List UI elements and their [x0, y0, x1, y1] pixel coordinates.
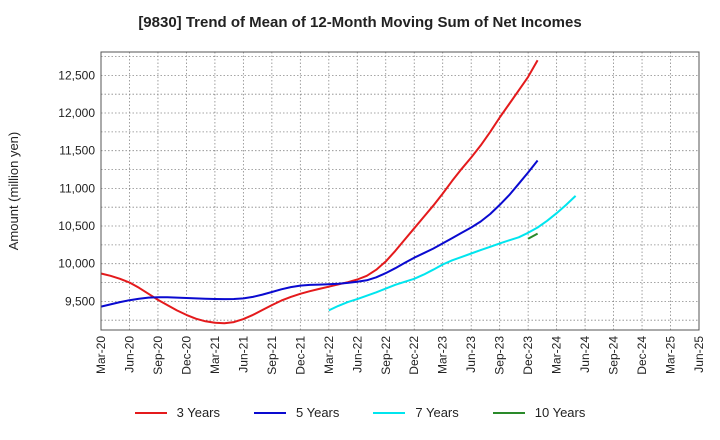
y-tick-label: 10,000: [58, 257, 95, 271]
x-tick-label: Mar-25: [664, 336, 678, 374]
x-tick-label: Dec-24: [635, 336, 649, 375]
x-tick-label: Mar-24: [550, 336, 564, 374]
legend-label: 7 Years: [415, 405, 459, 420]
y-axis-label: Amount (million yen): [6, 132, 21, 251]
legend-swatch: [373, 411, 406, 414]
series-line-3-years: [100, 59, 539, 325]
x-tick-label: Mar-20: [94, 336, 108, 374]
legend-item: 5 Years: [254, 405, 339, 420]
legend-swatch: [492, 411, 525, 414]
x-tick-label: Dec-22: [407, 336, 421, 375]
legend-label: 10 Years: [534, 405, 586, 420]
legend-label: 5 Years: [296, 405, 340, 420]
series-lines: [100, 59, 577, 325]
series-line-10-years: [527, 232, 539, 240]
x-tick-label: Sep-21: [265, 336, 279, 375]
x-tick-label: Mar-22: [322, 336, 336, 374]
x-tick-label: Jun-24: [578, 336, 592, 373]
x-tick-label: Sep-22: [379, 336, 393, 375]
series-line-7-years: [328, 195, 577, 312]
x-tick-label: Jun-22: [350, 336, 364, 373]
legend: 3 Years 5 Years 7 Years 10 Years: [0, 405, 720, 420]
y-tick-label: 12,500: [58, 68, 95, 82]
x-tick-label: Mar-23: [436, 336, 450, 374]
x-axis-ticks: Mar-20 Jun-20 Sep-20 Dec-20 Mar-21 Jun-21 Sep-…: [94, 336, 706, 375]
x-tick-label: Jun-21: [236, 336, 250, 373]
legend-item: 10 Years: [492, 405, 586, 420]
x-tick-label: Jun-25: [692, 336, 706, 373]
x-tick-label: Dec-20: [179, 336, 193, 375]
y-tick-label: 11,000: [59, 181, 95, 195]
y-axis-ticks: 9,500 10,000 10,500 11,000 11,500 12,000 12,50…: [58, 68, 95, 308]
legend-item: 3 Years: [134, 405, 220, 420]
legend-swatch: [134, 411, 167, 414]
y-tick-label: 11,500: [59, 144, 95, 158]
y-tick-label: 9,500: [65, 294, 95, 308]
y-tick-label: 12,000: [58, 106, 95, 120]
y-tick-label: 10,500: [58, 219, 95, 233]
x-tick-label: Sep-24: [607, 336, 621, 375]
x-tick-label: Jun-20: [122, 336, 136, 373]
plot-frame: [100, 51, 700, 331]
x-tick-label: Sep-20: [151, 336, 165, 375]
legend-item: 7 Years: [373, 405, 459, 420]
grid-lines: [100, 52, 700, 330]
x-tick-label: Dec-23: [521, 336, 535, 375]
legend-label: 3 Years: [176, 405, 220, 420]
x-tick-label: Sep-23: [493, 336, 507, 375]
chart-title: [9830] Trend of Mean of 12-Month Moving …: [138, 14, 582, 31]
x-tick-label: Dec-21: [293, 336, 307, 375]
x-tick-label: Jun-23: [464, 336, 478, 373]
series-line-5-years: [100, 159, 539, 308]
x-tick-label: Mar-21: [208, 336, 222, 374]
legend-swatch: [254, 411, 286, 414]
